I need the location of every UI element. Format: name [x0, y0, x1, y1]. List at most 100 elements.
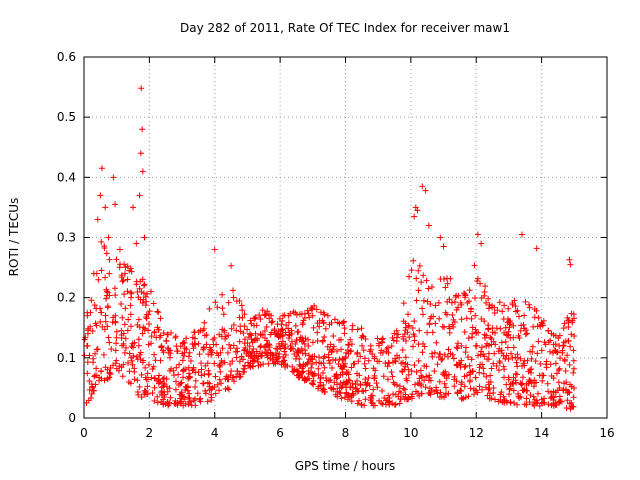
data-point: [271, 327, 278, 334]
data-point: [237, 323, 244, 330]
data-point: [135, 391, 142, 398]
data-point: [411, 333, 418, 340]
data-point: [112, 312, 119, 319]
data-point: [105, 234, 112, 241]
data-point: [517, 355, 524, 362]
data-point: [406, 334, 413, 341]
data-point: [423, 373, 430, 380]
data-point: [355, 397, 362, 404]
data-point: [458, 394, 465, 401]
data-point: [414, 207, 421, 214]
data-point: [469, 367, 476, 374]
data-point: [428, 284, 435, 291]
data-point: [566, 400, 573, 407]
data-point: [458, 316, 465, 323]
data-point: [525, 368, 532, 375]
data-point: [83, 343, 90, 350]
data-point: [506, 385, 513, 392]
data-point: [554, 387, 561, 394]
data-point: [496, 299, 503, 306]
data-point: [483, 332, 490, 339]
data-point: [406, 323, 413, 330]
data-point: [168, 365, 175, 372]
data-point: [505, 305, 512, 312]
data-point: [155, 326, 162, 333]
data-point: [419, 311, 426, 318]
data-point: [561, 358, 568, 365]
data-point: [311, 302, 318, 309]
data-point: [206, 387, 213, 394]
data-point: [275, 333, 282, 340]
data-point: [373, 380, 380, 387]
data-point: [140, 290, 147, 297]
data-point: [98, 165, 105, 172]
data-point: [245, 334, 252, 341]
data-point: [485, 350, 492, 357]
data-point: [467, 385, 474, 392]
data-point: [233, 298, 240, 305]
data-point: [143, 376, 150, 383]
data-point: [396, 388, 403, 395]
data-point: [119, 342, 126, 349]
data-point: [417, 367, 424, 374]
data-point: [321, 364, 328, 371]
data-point: [214, 304, 221, 311]
data-point: [144, 370, 151, 377]
data-point: [212, 390, 219, 397]
data-point: [477, 280, 484, 287]
data-point: [461, 329, 468, 336]
data-point: [238, 353, 245, 360]
data-point: [501, 329, 508, 336]
data-point: [190, 345, 197, 352]
data-point: [249, 348, 256, 355]
data-point: [354, 349, 361, 356]
data-point: [159, 391, 166, 398]
data-point: [236, 314, 243, 321]
data-point: [465, 393, 472, 400]
data-point: [304, 360, 311, 367]
data-point: [451, 383, 458, 390]
data-point: [486, 301, 493, 308]
data-point: [246, 331, 253, 338]
data-point: [362, 365, 369, 372]
data-point: [482, 384, 489, 391]
data-point: [371, 402, 378, 409]
data-point: [523, 395, 530, 402]
data-point: [168, 329, 175, 336]
x-tick-label: 8: [342, 426, 350, 440]
data-point: [300, 317, 307, 324]
data-point: [250, 358, 257, 365]
data-point: [437, 389, 444, 396]
data-point: [561, 320, 568, 327]
data-point: [444, 298, 451, 305]
data-point: [139, 126, 146, 133]
data-point: [426, 321, 433, 328]
data-point: [457, 299, 464, 306]
data-point: [225, 299, 232, 306]
data-point: [476, 369, 483, 376]
data-point: [288, 338, 295, 345]
data-point: [545, 388, 552, 395]
data-point: [236, 338, 243, 345]
data-point: [512, 308, 519, 315]
data-point: [228, 325, 235, 332]
data-point: [121, 349, 128, 356]
data-point: [535, 390, 542, 397]
data-point: [84, 370, 91, 377]
data-point: [198, 372, 205, 379]
data-point: [453, 361, 460, 368]
data-point: [510, 344, 517, 351]
x-tick-labels: 0 2 4 6 8 10 12 14 16: [80, 426, 614, 440]
data-point: [317, 309, 324, 316]
data-point: [138, 85, 145, 92]
data-point: [127, 323, 134, 330]
data-point: [401, 395, 408, 402]
data-point: [343, 384, 350, 391]
data-point: [472, 342, 479, 349]
data-point: [527, 348, 534, 355]
data-point: [461, 364, 468, 371]
data-point: [424, 329, 431, 336]
data-point: [548, 402, 555, 409]
data-point: [463, 344, 470, 351]
data-point: [192, 377, 199, 384]
